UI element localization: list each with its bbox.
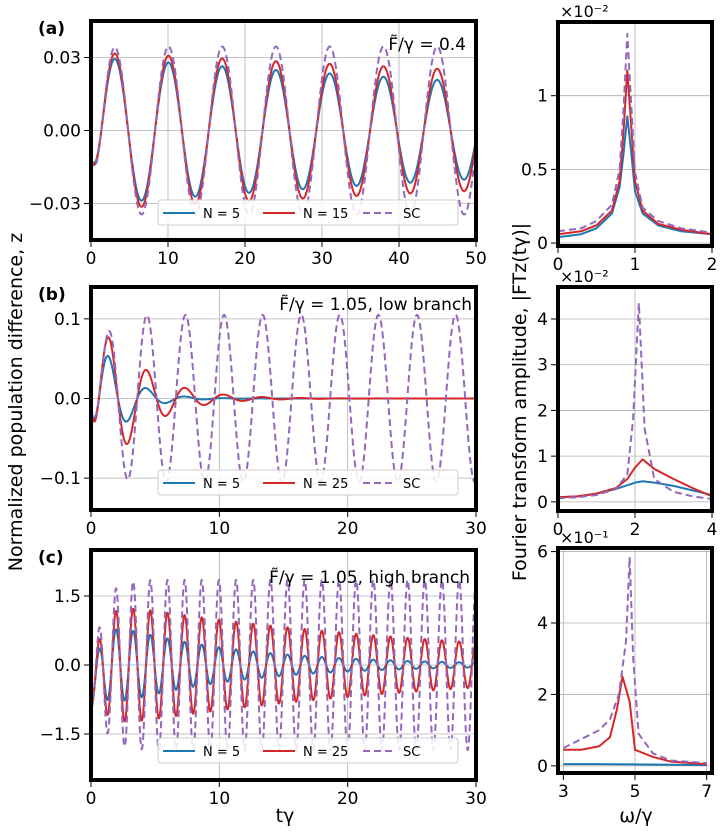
- ytick-label: −0.1: [40, 469, 81, 489]
- xlabel-right: ω/γ: [619, 805, 653, 827]
- ytick-label: 0.00: [43, 122, 81, 142]
- panel-label: (c): [38, 548, 64, 568]
- panel-b-fourier: 0 2 4 0 1 2 3 4 ×10⁻²: [537, 267, 717, 540]
- panel-annotation: F̃/γ = 1.05, low branch: [279, 294, 472, 315]
- ytick-label: 2: [537, 685, 548, 705]
- xtick-label: 0: [553, 520, 564, 540]
- legend-label: SC: [403, 477, 420, 492]
- panel-annotation: F̃/γ = 0.4: [388, 34, 466, 55]
- axes-frame: [556, 20, 714, 248]
- ylabel-right: Fourier transform amplitude, |FTz(tγ)|: [509, 223, 531, 581]
- panel-annotation: F̃/γ = 1.05, high branch: [269, 567, 470, 588]
- legend-box: [157, 199, 459, 226]
- legend-label: SC: [403, 207, 420, 222]
- panel-c-time-series: 0 10 20 30 −1.5 0.0 1.5 (c) F̃/γ = 1.05, high br…: [38, 548, 487, 809]
- axes-frame: [89, 548, 478, 782]
- xtick-label: 30: [465, 789, 487, 809]
- series-line-n-25: [558, 458, 712, 499]
- xtick-label: 20: [234, 249, 256, 269]
- xtick-label: 10: [157, 249, 179, 269]
- legend-label: N = 25: [303, 477, 348, 492]
- ytick-label: 1: [537, 447, 548, 467]
- xtick-label: 2: [630, 520, 641, 540]
- xtick-label: 0: [86, 789, 97, 809]
- series-line-n-5: [558, 115, 712, 239]
- legend-label: SC: [403, 745, 420, 760]
- xtick-label: 0: [553, 255, 564, 275]
- series-line-n-15: [558, 69, 712, 236]
- axis-multiplier: ×10⁻²: [560, 2, 609, 21]
- xtick-label: 7: [701, 782, 712, 802]
- xlabel-left: tγ: [276, 805, 295, 827]
- xtick-label: 0: [86, 249, 97, 269]
- axis-multiplier: ×10⁻¹: [560, 528, 609, 547]
- panel-c-fourier: 3 5 7 0 2 4 6 ×10⁻¹: [537, 528, 714, 802]
- ytick-label: 1.5: [54, 587, 81, 607]
- series-line-sc: [558, 302, 712, 501]
- axis-multiplier: ×10⁻²: [560, 267, 609, 286]
- series-line-n-25: [563, 675, 707, 766]
- xtick-label: 1: [630, 255, 641, 275]
- axes-frame: [556, 285, 714, 513]
- axes-frame: [556, 546, 714, 775]
- legend-label: N = 5: [203, 207, 240, 222]
- legend: N = 5 N = 15 SC: [157, 199, 459, 226]
- legend-label: N = 5: [203, 477, 240, 492]
- xtick-label: 0: [86, 519, 97, 539]
- xtick-label: 30: [465, 519, 487, 539]
- panel-a-time-series: 0 10 20 30 40 50 −0.03 0.00 0.03 (a) F̃/γ = 0.4 N =…: [29, 19, 487, 269]
- ytick-label: 2: [537, 401, 548, 421]
- ytick-label: 0.0: [54, 656, 81, 676]
- ytick-label: 0.1: [54, 310, 81, 330]
- xtick-label: 4: [707, 520, 718, 540]
- legend: N = 5 N = 25 SC: [157, 737, 459, 764]
- legend-label: N = 15: [303, 207, 348, 222]
- ytick-label: 0: [537, 493, 548, 513]
- legend-box: [157, 737, 459, 764]
- ytick-label: 0.03: [43, 49, 81, 69]
- xtick-label: 10: [209, 519, 231, 539]
- panel-b-time-series: 0 10 20 30 −0.1 0.0 0.1 (b) F̃/γ = 1.05, low bra…: [38, 285, 487, 539]
- xtick-label: 2: [707, 255, 718, 275]
- ytick-label: 4: [537, 614, 548, 634]
- xtick-label: 50: [465, 249, 487, 269]
- series-line-sc: [558, 32, 712, 234]
- ytick-label: 1: [537, 87, 548, 107]
- series-line-sc: [91, 313, 476, 484]
- axes-frame: [89, 285, 478, 512]
- ytick-label: 4: [537, 310, 548, 330]
- ytick-label: 0: [537, 757, 548, 777]
- panel-label: (a): [38, 19, 65, 39]
- ytick-label: −1.5: [40, 725, 81, 745]
- series-line-n-25: [91, 336, 476, 446]
- xtick-label: 3: [558, 782, 569, 802]
- ytick-label: 0.0: [54, 390, 81, 410]
- xtick-label: 20: [337, 789, 359, 809]
- ytick-label: 0.5: [521, 160, 548, 180]
- xtick-label: 10: [209, 789, 231, 809]
- series-line-n-5: [91, 354, 476, 423]
- series-line-sc: [91, 578, 476, 752]
- xtick-label: 20: [337, 519, 359, 539]
- series-line-n-5: [563, 763, 707, 767]
- ylabel-left: Normalized population difference, z: [5, 233, 27, 571]
- legend-label: N = 5: [203, 745, 240, 760]
- ytick-label: −0.03: [29, 195, 81, 215]
- panel-a-fourier: 0 1 2 0 0.5 1 ×10⁻²: [521, 2, 717, 275]
- legend-box: [157, 469, 459, 496]
- xtick-label: 5: [630, 782, 641, 802]
- series-line-sc: [562, 555, 707, 764]
- legend: N = 5 N = 25 SC: [157, 469, 459, 496]
- ytick-label: 6: [537, 543, 548, 563]
- ytick-label: 0: [537, 234, 548, 254]
- ytick-label: 3: [537, 356, 548, 376]
- legend-label: N = 25: [303, 745, 348, 760]
- xtick-label: 40: [388, 249, 410, 269]
- panel-label: (b): [38, 285, 66, 305]
- axes-frame: [89, 19, 478, 242]
- xtick-label: 30: [311, 249, 333, 269]
